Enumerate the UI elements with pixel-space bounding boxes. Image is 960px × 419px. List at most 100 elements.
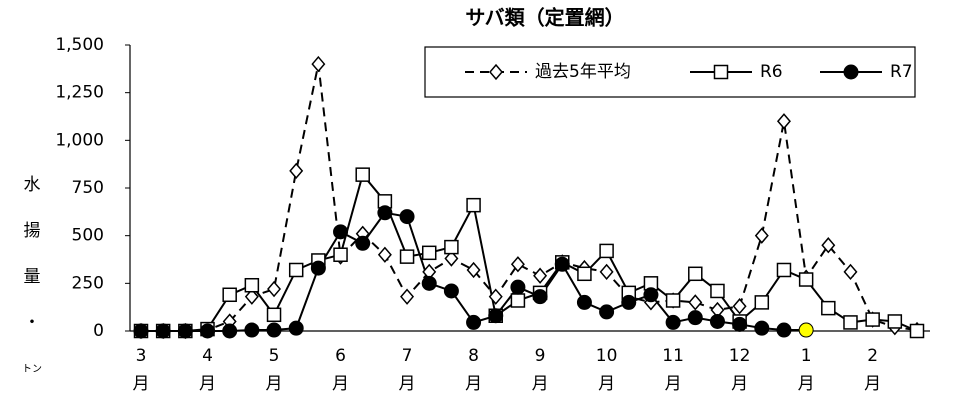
marker <box>289 162 304 179</box>
marker <box>732 316 748 332</box>
marker <box>887 314 903 329</box>
marker <box>222 287 237 303</box>
marker <box>576 294 592 310</box>
legend-label: 過去5年平均 <box>535 62 631 82</box>
marker <box>843 315 858 330</box>
marker <box>554 256 570 272</box>
marker <box>865 312 880 327</box>
marker <box>155 323 171 339</box>
marker <box>754 295 770 310</box>
marker <box>266 322 282 338</box>
marker <box>333 224 349 240</box>
marker <box>754 320 770 336</box>
marker <box>843 263 858 281</box>
marker <box>310 260 326 276</box>
series-line <box>141 172 918 332</box>
marker <box>533 267 548 284</box>
marker <box>732 298 747 315</box>
chart-title: サバ類（定置網） <box>465 6 624 30</box>
marker <box>400 288 415 305</box>
marker <box>488 288 503 305</box>
marker <box>489 63 503 81</box>
marker <box>599 263 614 281</box>
marker <box>821 237 836 254</box>
marker <box>443 283 459 299</box>
marker <box>665 293 681 308</box>
marker <box>821 300 836 316</box>
marker <box>466 314 482 330</box>
y-tick-label: 250 <box>72 273 104 293</box>
marker <box>510 256 525 273</box>
x-tick-label: 12 月 <box>729 346 751 394</box>
marker <box>665 314 681 330</box>
marker <box>843 64 859 80</box>
marker <box>643 287 659 303</box>
marker <box>133 323 149 339</box>
marker <box>377 205 393 221</box>
marker <box>599 243 614 259</box>
marker <box>510 279 526 295</box>
marker <box>421 275 437 291</box>
marker <box>688 294 703 311</box>
marker <box>488 308 504 324</box>
marker <box>399 209 415 225</box>
marker <box>222 323 238 339</box>
marker <box>200 323 216 339</box>
y-axis-label: 水揚量・トン <box>22 175 42 375</box>
marker <box>399 249 415 264</box>
marker <box>621 294 637 310</box>
marker <box>466 261 481 279</box>
marker <box>776 262 792 278</box>
marker <box>688 266 703 282</box>
marker <box>288 320 304 336</box>
y-tick-label: 0 <box>93 321 104 341</box>
x-tick-label: 10 月 <box>596 346 618 394</box>
marker <box>177 323 193 339</box>
marker <box>267 280 282 298</box>
marker <box>510 293 526 308</box>
y-tick-label: 1,000 <box>55 130 104 150</box>
x-tick-label: 11 月 <box>662 346 684 394</box>
marker <box>444 239 459 255</box>
marker <box>244 277 260 293</box>
marker <box>311 55 326 73</box>
legend-label: R6 <box>760 62 783 82</box>
marker <box>244 322 260 338</box>
marker <box>687 310 703 326</box>
marker <box>244 288 259 305</box>
marker <box>798 272 814 287</box>
y-tick-label: 1,500 <box>55 35 104 55</box>
marker <box>466 197 481 213</box>
marker <box>266 307 282 323</box>
marker <box>713 64 729 80</box>
marker <box>333 247 348 262</box>
marker <box>909 323 925 339</box>
marker <box>710 283 725 299</box>
marker <box>355 167 370 182</box>
marker <box>754 227 769 244</box>
marker <box>709 313 725 329</box>
marker <box>577 266 592 282</box>
marker <box>377 246 392 263</box>
marker <box>288 262 304 278</box>
marker <box>355 235 371 251</box>
marker <box>444 250 459 267</box>
legend-label: R7 <box>890 62 913 82</box>
marker <box>599 304 615 320</box>
marker <box>421 245 437 261</box>
y-tick-label: 1,250 <box>55 83 104 103</box>
marker <box>532 289 548 305</box>
y-tick-label: 500 <box>72 226 104 246</box>
y-tick-label: 750 <box>72 178 104 198</box>
marker <box>798 322 814 338</box>
